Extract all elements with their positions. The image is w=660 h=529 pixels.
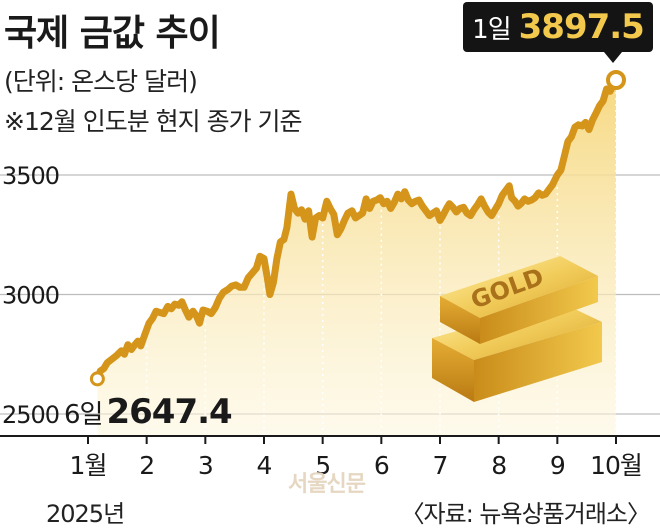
chart-note: ※12월 인도분 현지 종가 기준 — [4, 107, 303, 136]
start-callout: 6일 2647.4 — [64, 392, 233, 432]
gold-bar-bottom-side — [474, 322, 602, 402]
y-tick-label: 3500 — [2, 162, 59, 190]
chart-title: 국제 금값 추이 — [4, 13, 221, 54]
x-tick-label: 2 — [139, 451, 154, 480]
y-tick-label: 2500 — [2, 401, 59, 429]
x-tick-label: 5 — [315, 451, 330, 480]
end-callout-value: 3897.5 — [518, 7, 645, 47]
chart-subtitle: (단위: 온스당 달러) — [4, 67, 198, 96]
start-callout-value: 2647.4 — [106, 392, 232, 432]
x-tick-label: 8 — [491, 451, 506, 480]
x-tick-label: 9 — [550, 451, 565, 480]
x-tick-label: 1월 — [70, 451, 107, 480]
gold-bar-top-front — [440, 296, 480, 344]
x-tick-label: 7 — [433, 451, 448, 480]
end-point-marker — [606, 69, 626, 90]
end-callout-label: 1일 — [472, 14, 511, 45]
x-tick-label: 4 — [257, 451, 272, 480]
start-callout-label: 6일 — [64, 400, 103, 430]
gold-bar-bottom-top — [432, 302, 602, 360]
y-tick-label: 3000 — [2, 282, 59, 310]
x-tick-label: 3 — [198, 451, 213, 480]
x-tick-label: 6 — [374, 451, 389, 480]
year-label: 2025년 — [46, 500, 125, 528]
gold-bar-top-top — [440, 256, 598, 318]
gold-bar-top-side — [480, 276, 598, 344]
x-tick-label: 10월 — [590, 451, 642, 480]
price-line — [93, 76, 620, 383]
source-note: 〈자료: 뉴욕상품거래소〉 — [400, 500, 651, 528]
axis-layer: 2500 3000 3500 1월 2 3 4 5 6 7 8 9 10월 — [0, 162, 660, 480]
watermark: 서울신문 — [288, 472, 366, 497]
start-point-marker — [89, 371, 105, 387]
gold-bar-bottom-front — [432, 338, 474, 402]
end-callout: 1일 3897.5 — [463, 2, 653, 52]
end-callout-pointer — [604, 52, 622, 63]
line-layer — [87, 69, 626, 436]
